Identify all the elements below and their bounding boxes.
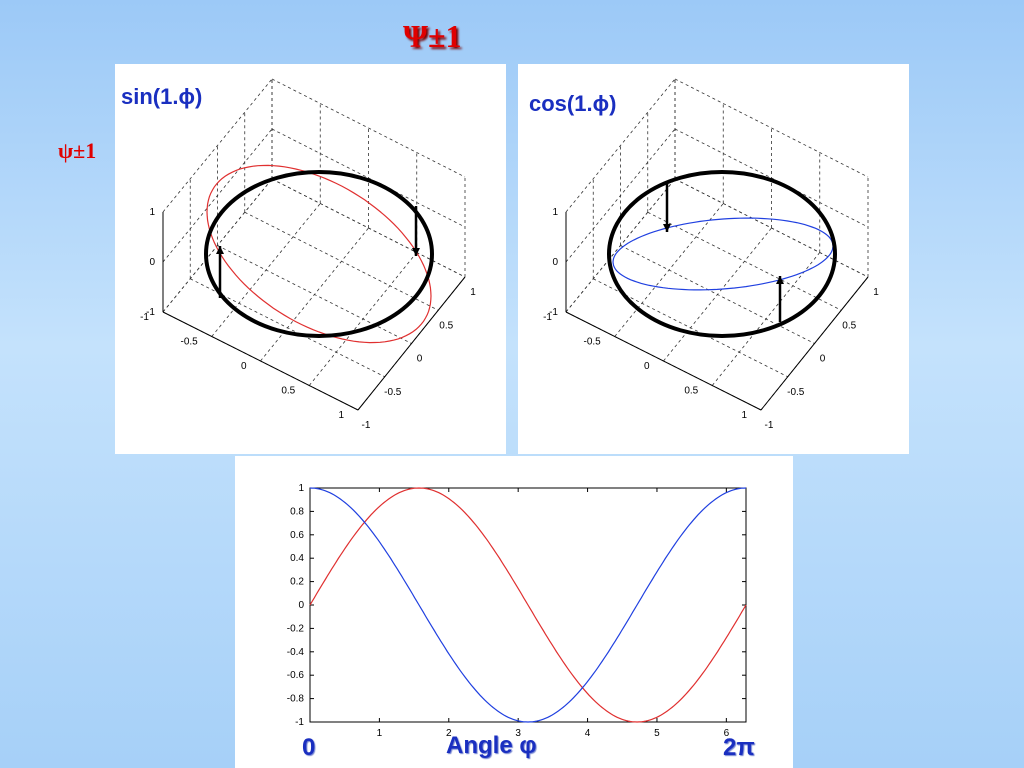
right-tick-label: -0.5 — [384, 387, 402, 398]
y-tick-label: -0.2 — [287, 623, 305, 634]
y-tick-label: 0.6 — [290, 530, 304, 541]
y-tick-label: -0.6 — [287, 670, 305, 681]
sin-cos-line-plot: 1 0.8 0.6 0.4 0.2 0 -0.2 -0.4 -0.6 -0.8 -1 1 2 3 4 5 6 — [287, 483, 747, 739]
arrowhead — [216, 246, 224, 254]
cos-3d-panel: 1 0 -1 -1 -0.5 0 0.5 1 1 0.5 0 -0.5 -1 cos(1.ϕ) — [518, 64, 909, 454]
left-tick-label: 1 — [338, 410, 344, 421]
right-tick-label: -0.5 — [787, 387, 805, 398]
left-tick-label: -1 — [543, 312, 552, 323]
right-tick-label: 0.5 — [842, 320, 856, 331]
wall-grid-line — [565, 128, 676, 263]
x-tick-label: 5 — [654, 728, 660, 739]
ring-ellipse — [204, 170, 434, 338]
y-tick-label: 0.8 — [290, 506, 304, 517]
left-tick-label: 0.5 — [281, 386, 295, 397]
floor-grid-line — [647, 211, 842, 311]
right-tick-label: 0 — [820, 354, 826, 365]
wall-grid-line — [674, 78, 869, 178]
wall-grid-line — [162, 178, 273, 313]
arrowhead — [663, 224, 671, 232]
left-tick-label: 0 — [644, 361, 650, 372]
x-start-label: 0 — [302, 734, 316, 761]
x-axis-line — [565, 311, 762, 411]
y-tick-label: 0 — [298, 600, 304, 611]
wall-grid-line — [565, 78, 676, 213]
wall-grid-line — [271, 128, 466, 228]
y-axis-line — [357, 276, 466, 411]
floor-grid-line — [620, 245, 815, 344]
right-tick-label: -1 — [362, 420, 371, 431]
left-tick-label: 1 — [741, 410, 747, 421]
x-end-label: 2π — [723, 734, 755, 761]
z-tick-label: 0 — [149, 257, 155, 268]
wall-grid-line — [162, 78, 273, 213]
z-tick-label: -1 — [549, 307, 558, 318]
left-tick-label: -0.5 — [584, 337, 602, 348]
wall-grid-line — [674, 128, 869, 228]
psi-side-label: ψ±1 — [58, 138, 97, 163]
ring-ellipse — [607, 170, 837, 338]
floor-grid-line — [308, 252, 418, 386]
floor-grid-line — [217, 245, 412, 344]
y-tick-label: -0.8 — [287, 694, 305, 705]
sin-panel-label: sin(1.ϕ) — [121, 84, 203, 109]
wall-grid-line — [565, 178, 676, 313]
line-plot-panel: 1 0.8 0.6 0.4 0.2 0 -0.2 -0.4 -0.6 -0.8 -1 1 2 3 4 5 6 0… — [235, 456, 793, 768]
right-tick-label: -1 — [765, 420, 774, 431]
wall-grid-line — [162, 128, 273, 263]
wall-grid-line — [271, 78, 466, 178]
y-tick-label: 0.2 — [290, 577, 304, 588]
floor-grid-line — [244, 211, 439, 311]
x-tick-label: 6 — [724, 728, 730, 739]
right-tick-label: 1 — [873, 287, 879, 298]
x-tick-label: 4 — [585, 728, 591, 739]
left-tick-label: -0.5 — [181, 337, 199, 348]
floor-grid-line — [711, 252, 821, 386]
wall-grid-line — [674, 178, 869, 278]
arrowhead — [412, 248, 420, 256]
y-tick-label: -1 — [295, 717, 304, 728]
left-tick-label: -1 — [140, 312, 149, 323]
left-tick-label: 0 — [241, 361, 247, 372]
z-tick-label: 1 — [552, 207, 558, 218]
right-tick-label: 0.5 — [439, 320, 453, 331]
y-axis-line — [760, 276, 869, 411]
y-tick-label: 0.4 — [290, 553, 304, 564]
sin-3d-panel: 1 0 -1 -1 -0.5 0 0.5 1 1 0.5 0 -0.5 -1 sin(1.ϕ) — [115, 64, 506, 454]
x-axis-line — [162, 311, 359, 411]
z-tick-label: 1 — [149, 207, 155, 218]
x-axis-label: Angle φ — [446, 732, 537, 759]
cos-series-line — [309, 487, 747, 723]
slide-title: Ψ±1 — [403, 18, 462, 54]
z-tick-label: 0 — [552, 257, 558, 268]
left-tick-label: 0.5 — [684, 386, 698, 397]
sin-series-line — [309, 487, 747, 723]
x-tick-label: 2 — [446, 728, 452, 739]
right-tick-label: 0 — [417, 354, 423, 365]
wavefunction-curve — [612, 217, 834, 291]
x-tick-label: 1 — [377, 728, 383, 739]
y-tick-label: -0.4 — [287, 647, 305, 658]
wall-grid-line — [271, 178, 466, 278]
arrowhead — [776, 276, 784, 284]
wavefunction-curve — [206, 164, 432, 344]
right-tick-label: 1 — [470, 287, 476, 298]
x-tick-label: 3 — [515, 728, 521, 739]
z-tick-label: -1 — [146, 307, 155, 318]
cos-panel-label: cos(1.ϕ) — [529, 91, 617, 116]
y-tick-label: 1 — [298, 483, 304, 494]
